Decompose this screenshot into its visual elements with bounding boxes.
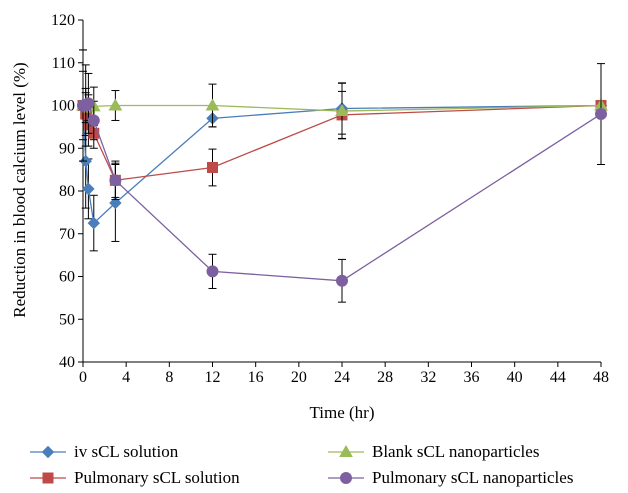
legend-marker: [339, 444, 353, 457]
y-axis-title: Reduction in blood calcium level (%): [10, 62, 29, 317]
legend-marker: [340, 472, 352, 484]
x-tick-label: 20: [291, 369, 307, 386]
series-3: [77, 49, 607, 303]
data-point: [335, 104, 349, 117]
legend-label: Pulmonary sCL solution: [74, 468, 240, 487]
y-tick-label: 80: [59, 183, 75, 200]
y-tick-label: 110: [52, 55, 75, 72]
y-tick-label: 40: [59, 354, 75, 371]
legend-item: Pulmonary sCL nanoparticles: [328, 468, 573, 487]
x-tick-label: 24: [334, 369, 350, 386]
x-tick-label: 44: [550, 369, 566, 386]
data-point: [109, 196, 122, 210]
y-tick-label: 100: [51, 98, 75, 115]
data-point: [207, 161, 218, 173]
x-axis-title: Time (hr): [309, 403, 374, 422]
x-tick-label: 36: [464, 369, 480, 386]
data-point: [336, 274, 348, 287]
y-tick-label: 90: [59, 140, 75, 157]
data-point: [109, 174, 122, 187]
legend-item: Blank sCL nanoparticles: [328, 442, 539, 461]
x-tick-label: 28: [377, 369, 393, 386]
data-point: [205, 98, 220, 111]
data-point: [108, 98, 123, 111]
data-point: [82, 182, 95, 196]
chart-legend: iv sCL solution Pulmonary sCL solution Bla…: [30, 442, 573, 487]
legend-marker: [41, 445, 55, 459]
legend-label: Blank sCL nanoparticles: [372, 442, 539, 461]
legend-label: iv sCL solution: [74, 442, 179, 461]
x-tick-label: 16: [248, 369, 264, 386]
series-2: [76, 82, 608, 140]
x-tick-label: 48: [593, 369, 609, 386]
data-point: [595, 108, 607, 121]
data-point: [87, 114, 100, 127]
x-tick-label: 0: [79, 369, 87, 386]
chart-series: [76, 49, 608, 303]
y-tick-label: 70: [59, 226, 75, 243]
legend-item: iv sCL solution: [30, 442, 179, 461]
x-tick-label: 8: [165, 369, 173, 386]
x-tick-label: 40: [507, 369, 523, 386]
series-0: [76, 49, 608, 252]
y-tick-label: 50: [59, 311, 75, 328]
y-tick-label: 60: [59, 269, 75, 286]
x-tick-label: 12: [205, 369, 221, 386]
x-tick-label: 4: [122, 369, 130, 386]
legend-label: Pulmonary sCL nanoparticles: [372, 468, 573, 487]
data-point: [206, 265, 219, 278]
legend-item: Pulmonary sCL solution: [30, 468, 240, 487]
x-tick-label: 32: [420, 369, 436, 386]
data-point: [82, 97, 95, 110]
data-point: [87, 216, 100, 230]
y-tick-label: 120: [51, 12, 75, 29]
legend-marker: [42, 472, 54, 484]
